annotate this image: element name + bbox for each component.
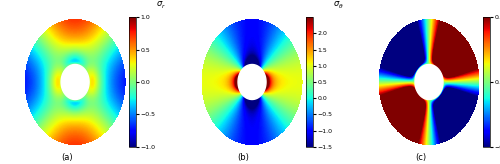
Text: (a): (a) [61,153,72,162]
Polygon shape [238,64,266,100]
Text: (c): (c) [415,153,426,162]
Text: (b): (b) [238,153,250,162]
Text: $\bar{\sigma}_r$: $\bar{\sigma}_r$ [156,0,166,11]
Polygon shape [61,64,89,100]
Polygon shape [415,64,443,100]
Text: $\bar{\sigma}_\theta$: $\bar{\sigma}_\theta$ [332,0,344,11]
